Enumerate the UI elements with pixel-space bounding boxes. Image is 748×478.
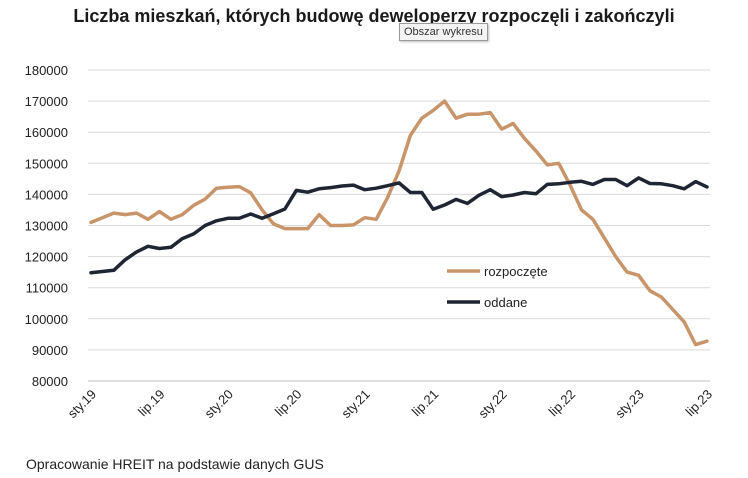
legend[interactable]: rozpoczęte oddane [447, 264, 548, 310]
x-tick-label: sty.21 [338, 387, 372, 421]
y-tick-label: 110000 [26, 281, 68, 296]
y-tick-label: 140000 [25, 187, 68, 202]
x-tick-label: sty.23 [612, 387, 646, 421]
x-tick-label: lip.22 [546, 387, 579, 420]
chart-area-tooltip: Obszar wykresu [399, 23, 488, 41]
y-tick-label: 130000 [25, 219, 68, 234]
series-line-rozpoczete [89, 99, 709, 347]
x-axis-tick-labels: sty.19 lip.19 sty.20 lip.20 sty.21 lip.21 sty.… [65, 387, 715, 421]
y-tick-label: 90000 [32, 343, 68, 358]
y-tick-label: 160000 [25, 125, 68, 140]
y-tick-label: 80000 [32, 374, 68, 389]
gridlines [88, 69, 710, 351]
source-note: Opracowanie HREIT na podstawie danych GU… [26, 456, 324, 472]
x-tick-label: lip.20 [272, 387, 305, 420]
series-line-oddane [89, 176, 709, 275]
x-tick-label: lip.23 [683, 387, 716, 420]
y-axis-tick-labels: 80000 90000 100000 110000 120000 130000 140000… [25, 63, 68, 389]
y-tick-label: 100000 [25, 312, 68, 327]
y-tick-label: 180000 [25, 63, 68, 78]
x-tick-label: sty.19 [65, 387, 99, 421]
chart-title: Liczba mieszkań, których budowę dewelope… [73, 6, 675, 26]
x-tick-label: lip.19 [135, 387, 168, 420]
x-tick-label: sty.22 [475, 387, 509, 421]
series-lines [89, 99, 709, 347]
x-tick-label: lip.21 [409, 387, 442, 420]
y-tick-label: 170000 [25, 94, 68, 109]
legend-label: oddane [484, 295, 527, 310]
legend-label: rozpoczęte [484, 264, 548, 279]
y-tick-label: 120000 [25, 250, 68, 265]
x-tick-label: sty.20 [202, 387, 236, 421]
y-tick-label: 150000 [25, 156, 68, 171]
